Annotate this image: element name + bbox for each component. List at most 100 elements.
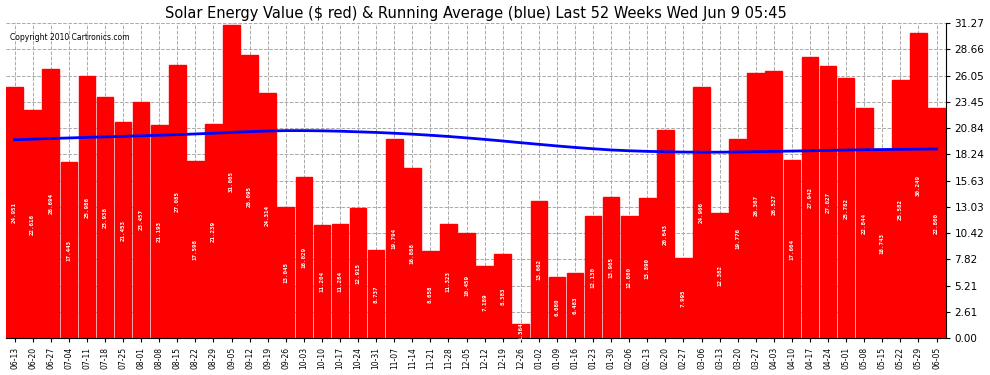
Bar — [205, 124, 222, 338]
Bar — [6, 87, 23, 338]
Bar — [838, 78, 854, 338]
Title: Solar Energy Value ($ red) & Running Average (blue) Last 52 Weeks Wed Jun 9 05:4: Solar Energy Value ($ red) & Running Ave… — [164, 6, 786, 21]
Bar — [332, 225, 348, 338]
Text: 22.844: 22.844 — [861, 213, 866, 234]
Text: 16.029: 16.029 — [301, 247, 306, 268]
Text: 13.662: 13.662 — [537, 259, 542, 280]
Bar — [531, 201, 547, 338]
Text: 25.582: 25.582 — [898, 199, 903, 220]
Text: 6.080: 6.080 — [554, 299, 559, 316]
Bar — [368, 250, 384, 338]
Bar — [730, 139, 746, 338]
Text: 7.189: 7.189 — [482, 293, 487, 311]
Bar — [60, 162, 77, 338]
Text: 31.065: 31.065 — [229, 171, 234, 192]
Text: 11.204: 11.204 — [320, 271, 325, 292]
Text: 30.249: 30.249 — [916, 175, 921, 196]
Bar — [929, 108, 944, 338]
Text: 24.906: 24.906 — [699, 202, 704, 223]
Text: 1.364: 1.364 — [518, 322, 524, 340]
Bar — [187, 161, 204, 338]
Text: 19.794: 19.794 — [392, 228, 397, 249]
Text: 24.951: 24.951 — [12, 202, 17, 223]
Text: 27.027: 27.027 — [826, 192, 831, 213]
Bar — [441, 224, 456, 338]
Bar — [133, 102, 149, 338]
Text: 6.483: 6.483 — [572, 297, 577, 314]
Bar — [856, 108, 872, 338]
Bar — [566, 273, 583, 338]
Text: 17.443: 17.443 — [66, 240, 71, 261]
Bar — [314, 225, 331, 338]
Bar — [657, 130, 673, 338]
Text: 20.643: 20.643 — [663, 224, 668, 245]
Text: 11.323: 11.323 — [446, 271, 450, 292]
Text: 13.965: 13.965 — [609, 257, 614, 278]
Bar — [802, 57, 819, 338]
Text: 13.890: 13.890 — [644, 258, 649, 279]
Bar — [747, 72, 764, 338]
Text: 24.314: 24.314 — [265, 205, 270, 226]
Text: 10.459: 10.459 — [464, 275, 469, 296]
Text: 26.367: 26.367 — [753, 195, 758, 216]
Text: 23.938: 23.938 — [103, 207, 108, 228]
Bar — [169, 65, 185, 338]
Text: 17.598: 17.598 — [193, 239, 198, 260]
Text: 21.239: 21.239 — [211, 220, 216, 242]
Text: 12.915: 12.915 — [355, 262, 360, 284]
Bar — [78, 76, 95, 338]
Text: 8.383: 8.383 — [500, 287, 505, 304]
Bar — [277, 207, 294, 338]
Bar — [548, 277, 565, 338]
Bar — [711, 213, 728, 338]
Bar — [892, 80, 909, 338]
Bar — [910, 33, 927, 338]
Bar — [603, 198, 620, 338]
Text: 7.995: 7.995 — [681, 289, 686, 307]
Bar — [404, 168, 421, 338]
Text: 12.130: 12.130 — [591, 267, 596, 288]
Text: 23.457: 23.457 — [139, 210, 144, 231]
Text: 16.868: 16.868 — [410, 243, 415, 264]
Bar — [494, 254, 511, 338]
Text: 28.095: 28.095 — [248, 186, 252, 207]
Text: Copyright 2010 Cartronics.com: Copyright 2010 Cartronics.com — [10, 33, 130, 42]
Bar — [513, 324, 529, 338]
Text: 19.776: 19.776 — [736, 228, 741, 249]
Bar — [693, 87, 710, 338]
Text: 13.045: 13.045 — [283, 262, 288, 283]
Bar — [458, 233, 475, 338]
Bar — [621, 216, 638, 338]
Bar — [386, 139, 403, 338]
Bar — [242, 55, 258, 338]
Bar — [874, 149, 891, 338]
Text: 25.986: 25.986 — [84, 197, 89, 218]
Bar — [820, 66, 837, 338]
Bar — [115, 122, 132, 338]
Text: 26.694: 26.694 — [49, 193, 53, 214]
Bar — [295, 177, 312, 338]
Bar — [765, 71, 782, 338]
Text: 12.080: 12.080 — [627, 267, 632, 288]
Bar — [783, 160, 800, 338]
Bar — [223, 25, 240, 338]
Bar — [97, 97, 113, 338]
Text: 8.737: 8.737 — [373, 285, 378, 303]
Text: 21.453: 21.453 — [121, 220, 126, 241]
Text: 18.743: 18.743 — [880, 233, 885, 254]
Text: 8.658: 8.658 — [428, 286, 433, 303]
Text: 22.800: 22.800 — [934, 213, 939, 234]
Bar — [25, 110, 41, 338]
Text: 21.193: 21.193 — [156, 221, 161, 242]
Text: 17.664: 17.664 — [789, 238, 794, 260]
Bar — [639, 198, 655, 338]
Bar — [422, 251, 439, 338]
Text: 27.942: 27.942 — [808, 187, 813, 208]
Bar — [349, 208, 366, 338]
Bar — [43, 69, 59, 338]
Text: 12.382: 12.382 — [717, 265, 722, 286]
Text: 27.085: 27.085 — [175, 191, 180, 212]
Bar — [675, 258, 692, 338]
Text: 22.616: 22.616 — [30, 214, 36, 235]
Bar — [150, 124, 167, 338]
